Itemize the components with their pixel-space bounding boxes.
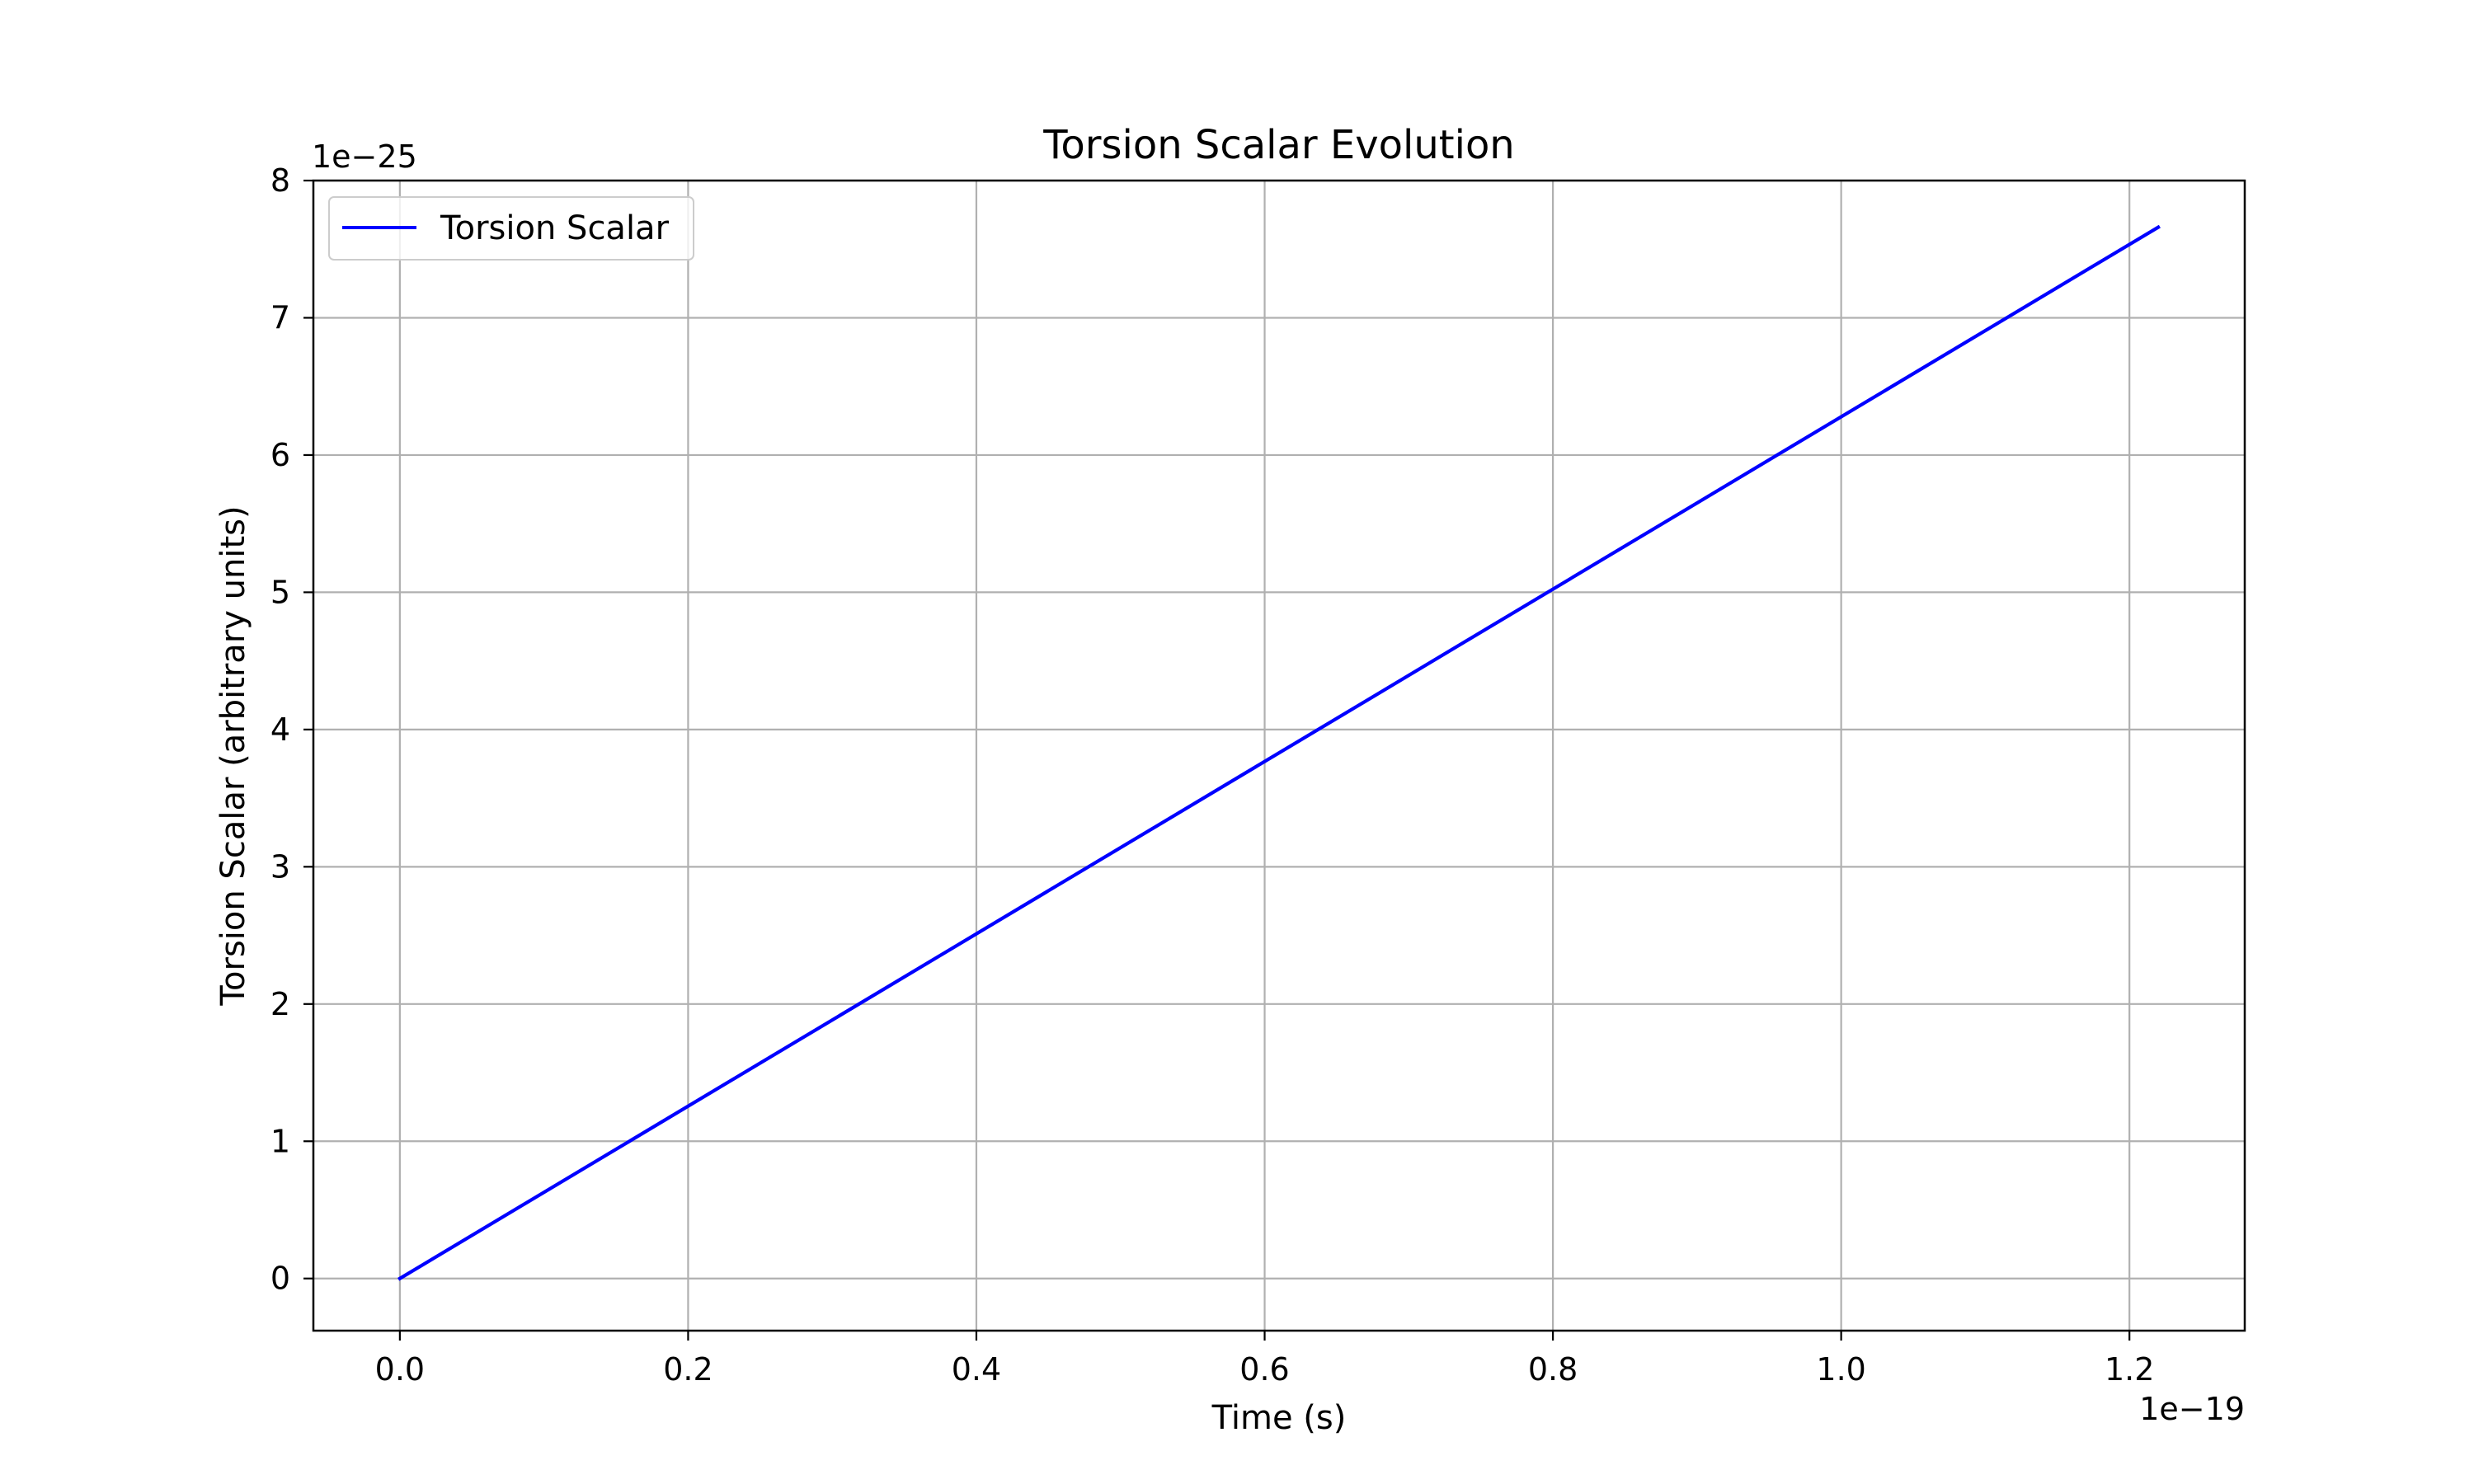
x-tick-label-3: 0.6 [1239, 1351, 1289, 1388]
y-tick-label-5: 5 [270, 574, 290, 610]
x-axis-offset-label: 1e−19 [2139, 1391, 2245, 1427]
x-tick-label-5: 1.0 [1816, 1351, 1865, 1388]
x-tick-label-2: 0.4 [952, 1351, 1001, 1388]
series-line-0 [397, 224, 2161, 1281]
y-tick-label-4: 4 [270, 711, 290, 748]
x-tick-label-6: 1.2 [2105, 1351, 2154, 1388]
x-tick-label-1: 0.2 [663, 1351, 713, 1388]
series-layer [397, 224, 2161, 1281]
legend-label-torsion-scalar: Torsion Scalar [440, 209, 670, 247]
chart-title: Torsion Scalar Evolution [1042, 122, 1514, 168]
legend-box [328, 196, 694, 261]
y-tick-label-3: 3 [270, 848, 290, 885]
y-tick-label-7: 7 [270, 299, 290, 336]
y-axis-offset-label: 1e−25 [312, 139, 417, 175]
y-axis-label: Torsion Scalar (arbitrary units) [214, 505, 252, 1006]
ticks: 0.0 0.2 0.4 0.6 0.8 1.0 1.2 0 1 2 3 4 5 6 7 8 [270, 162, 2155, 1388]
grid [313, 179, 2245, 1331]
x-axis-label: Time (s) [1211, 1399, 1347, 1437]
x-tick-label-0: 0.0 [375, 1351, 425, 1388]
y-tick-label-2: 2 [270, 986, 290, 1022]
y-tick-label-1: 1 [270, 1123, 290, 1159]
y-tick-label-6: 6 [270, 437, 290, 473]
x-tick-label-4: 0.8 [1528, 1351, 1578, 1388]
legend: Torsion Scalar [328, 196, 694, 261]
y-tick-label-0: 0 [270, 1261, 290, 1297]
y-tick-label-8: 8 [270, 162, 290, 199]
plot-area-frame [312, 179, 2246, 1332]
